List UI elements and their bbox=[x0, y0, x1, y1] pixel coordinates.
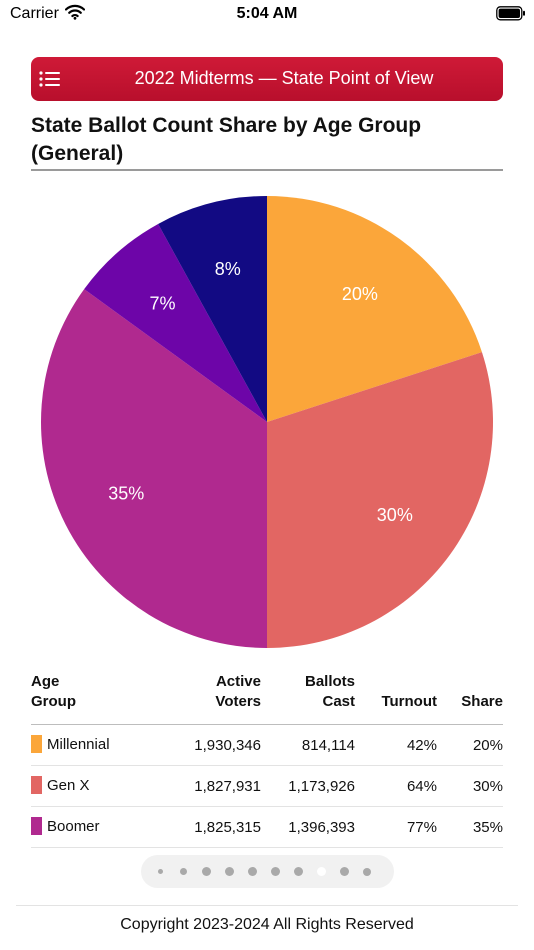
age-group-label: Gen X bbox=[47, 776, 90, 794]
page-dot-active[interactable] bbox=[316, 867, 326, 876]
table-header-row: Age Group Active Voters Ballots Cast Tur… bbox=[31, 672, 503, 725]
wifi-icon bbox=[64, 4, 86, 25]
header-age-group-line1: Age bbox=[31, 673, 60, 690]
cell-age-group: Millennial bbox=[31, 724, 171, 766]
pie-chart: 20% 30% 35% 7% 8% bbox=[41, 196, 494, 648]
legend-swatch bbox=[31, 735, 42, 754]
age-group-label: Millennial bbox=[47, 735, 110, 753]
status-bar: Carrier 5:04 AM bbox=[0, 0, 534, 30]
cell-share: 35% bbox=[437, 806, 503, 848]
pie-slice bbox=[267, 196, 482, 422]
page-dot[interactable] bbox=[339, 867, 349, 876]
cell-ballots-cast: 1,396,393 bbox=[261, 806, 355, 848]
legend-swatch bbox=[31, 817, 42, 836]
age-group-label: Boomer bbox=[47, 817, 100, 835]
legend-swatch bbox=[31, 776, 42, 795]
cell-turnout: 64% bbox=[355, 765, 437, 807]
cell-turnout: 77% bbox=[355, 806, 437, 848]
menu-list-icon[interactable] bbox=[38, 67, 62, 91]
slice-label: 35% bbox=[108, 484, 144, 504]
cell-active-voters: 1,827,931 bbox=[171, 765, 261, 807]
cell-turnout: 42% bbox=[355, 724, 437, 766]
pie-slice bbox=[267, 352, 494, 648]
header-ballots-cast-line1: Ballots bbox=[304, 673, 355, 690]
header-age-group-line2: Group bbox=[31, 693, 76, 710]
page-dot[interactable] bbox=[270, 867, 280, 876]
cell-share: 30% bbox=[437, 765, 503, 807]
table-row: Boomer 1,825,315 1,396,393 77% 35% bbox=[31, 806, 503, 848]
copyright-text: Copyright 2023-2024 All Rights Reserved bbox=[120, 916, 414, 933]
header-title: 2022 Midterms — State Point of View bbox=[134, 68, 434, 88]
pie-slice bbox=[84, 223, 267, 422]
page-dot[interactable] bbox=[201, 867, 211, 876]
app-header: 2022 Midterms — State Point of View bbox=[31, 57, 503, 101]
pie-slice bbox=[158, 196, 267, 422]
header-ballots-cast-line2: Cast bbox=[322, 693, 355, 710]
footer-divider bbox=[16, 905, 518, 906]
age-group-table: Age Group Active Voters Ballots Cast Tur… bbox=[31, 672, 503, 848]
header-ballots-cast: Ballots Cast bbox=[261, 672, 355, 725]
page-dot[interactable] bbox=[157, 869, 163, 874]
cell-age-group: Gen X bbox=[31, 765, 171, 807]
cell-active-voters: 1,930,346 bbox=[171, 724, 261, 766]
page-dot[interactable] bbox=[179, 868, 187, 875]
chart-title: State Ballot Count Share by Age Group (G… bbox=[31, 114, 422, 165]
cell-age-group: Boomer bbox=[31, 806, 171, 848]
title-divider bbox=[31, 169, 503, 171]
pie-slice bbox=[41, 289, 267, 648]
table-row: Gen X 1,827,931 1,173,926 64% 30% bbox=[31, 765, 503, 807]
page-dot[interactable] bbox=[247, 867, 257, 876]
page-dot[interactable] bbox=[293, 867, 303, 876]
header-share: Share bbox=[437, 672, 503, 725]
page-indicator[interactable] bbox=[141, 855, 394, 888]
slice-label: 30% bbox=[377, 505, 413, 525]
cell-share: 20% bbox=[437, 724, 503, 766]
cell-active-voters: 1,825,315 bbox=[171, 806, 261, 848]
table-row: Millennial 1,930,346 814,114 42% 20% bbox=[31, 724, 503, 766]
header-active-voters-line1: Active bbox=[215, 673, 261, 690]
page-dot[interactable] bbox=[363, 867, 371, 876]
battery-icon bbox=[496, 6, 526, 26]
cell-ballots-cast: 814,114 bbox=[261, 724, 355, 766]
cell-ballots-cast: 1,173,926 bbox=[261, 765, 355, 807]
carrier-label: Carrier bbox=[10, 5, 59, 22]
slice-label: 8% bbox=[215, 259, 241, 279]
status-time: 5:04 AM bbox=[236, 5, 298, 22]
header-turnout: Turnout bbox=[355, 672, 437, 725]
header-active-voters: Active Voters bbox=[171, 672, 261, 725]
slice-label: 20% bbox=[342, 284, 378, 304]
slice-label: 7% bbox=[150, 293, 176, 313]
header-active-voters-line2: Voters bbox=[215, 693, 261, 710]
header-age-group: Age Group bbox=[31, 672, 171, 725]
page-dot[interactable] bbox=[224, 867, 234, 876]
